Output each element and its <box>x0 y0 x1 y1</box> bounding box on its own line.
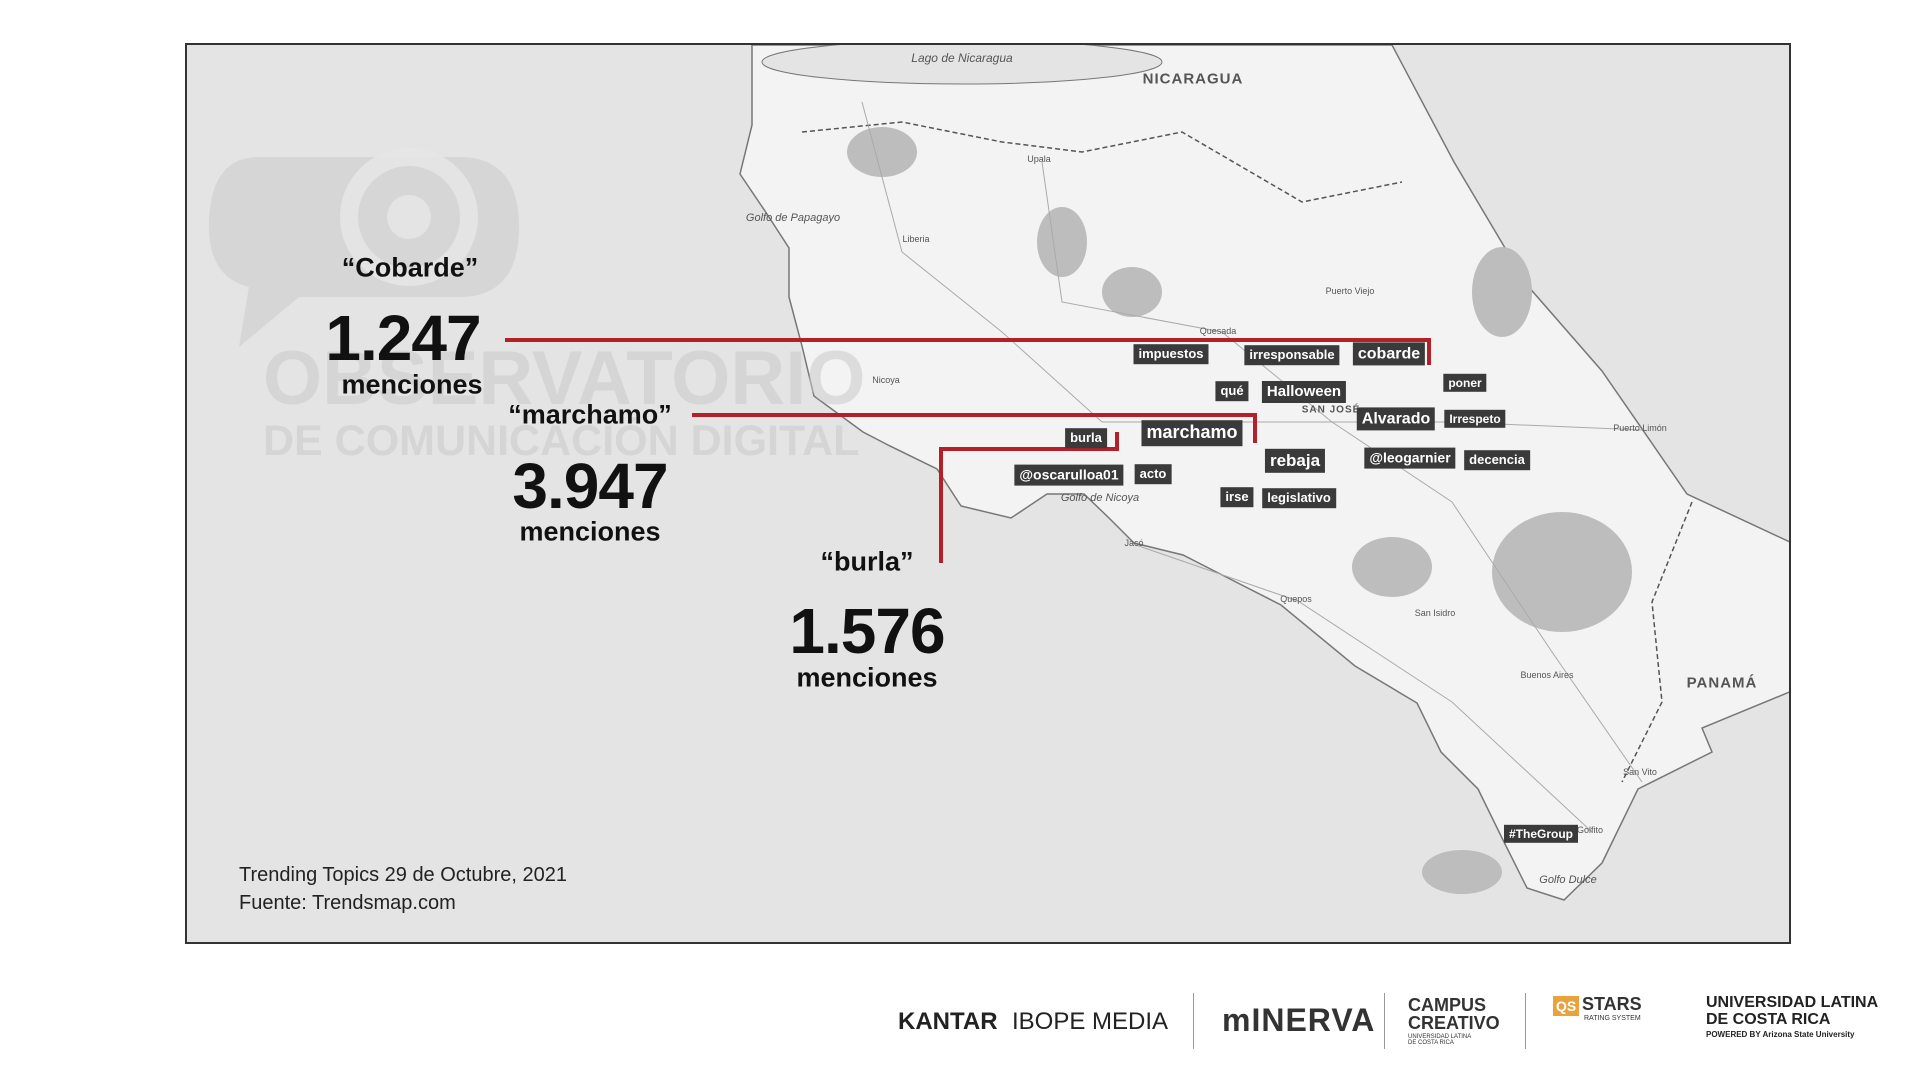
map-label: Golfo de Papagayo <box>745 212 841 224</box>
map-label: Lago de Nicaragua <box>911 51 1013 65</box>
map-label: Puerto Limón <box>1613 423 1667 433</box>
trending-tag: @leogarnier <box>1364 447 1456 469</box>
border <box>1621 501 1693 783</box>
map-label: Liberia <box>902 234 930 244</box>
logo-stars-sub: RATING SYSTEM <box>1584 1015 1641 1022</box>
map-label: NICARAGUA <box>1142 70 1244 88</box>
map-label: Nicoya <box>872 375 900 385</box>
map-label: PANAMÁ <box>1686 674 1758 692</box>
trending-tag: decencia <box>1464 450 1530 470</box>
road <box>1041 161 1333 423</box>
callout-count: 1.576 <box>789 595 945 667</box>
trending-tag: @oscarulloa01 <box>1014 464 1124 486</box>
park <box>1422 850 1502 894</box>
park <box>1472 247 1532 337</box>
map-label: Jacó <box>1124 538 1144 548</box>
caption-date: Trending Topics 29 de Octubre, 2021 <box>239 864 567 886</box>
divider <box>1384 993 1385 1049</box>
trending-tag: acto <box>1134 464 1172 484</box>
park <box>847 127 917 177</box>
logo-ulatina2: DE COSTA RICA <box>1706 1011 1831 1028</box>
trending-tag: rebaja <box>1264 448 1326 474</box>
map-label: Quepos <box>1280 594 1312 604</box>
map-label: Puerto Viejo <box>1325 286 1375 296</box>
trending-tag: Alvarado <box>1356 407 1436 431</box>
divider <box>1193 993 1194 1049</box>
logo-ulatina: UNIVERSIDAD LATINA <box>1706 994 1879 1011</box>
eye <box>387 195 431 239</box>
map-label: San Vito <box>1623 767 1657 777</box>
trending-tag: poner <box>1443 373 1487 393</box>
caption-source: Fuente: Trendsmap.com <box>239 892 456 914</box>
trending-tag: burla <box>1065 428 1107 448</box>
eye <box>340 148 478 286</box>
trending-tag: irse <box>1220 487 1254 507</box>
map <box>739 45 1789 901</box>
map-label: Quesada <box>1199 326 1237 336</box>
trending-tag: Halloween <box>1261 381 1347 403</box>
trending-tag: qué <box>1215 381 1249 401</box>
road <box>1135 544 1593 833</box>
logo-minerva: mINERVA <box>1222 1002 1376 1038</box>
park <box>1102 267 1162 317</box>
park <box>1352 537 1432 597</box>
trending-tag: irresponsable <box>1244 345 1340 365</box>
map-frame: OBSERVATORIO DE COMUNICACIÓN DIGITAL Lago … <box>185 43 1791 944</box>
callout-term: “marchamo” <box>508 399 672 430</box>
map-label: SAN JOSÉ <box>1301 404 1361 416</box>
callout-unit: menciones <box>796 662 938 693</box>
map-label: Buenos Aires <box>1520 670 1574 680</box>
trending-tag: legislativo <box>1262 488 1336 508</box>
map-label: Golfito <box>1576 825 1604 835</box>
map-label: Golfo de Nicoya <box>1060 492 1140 504</box>
parks <box>847 127 1632 894</box>
logo-asu: POWERED BY Arizona State University <box>1706 1030 1855 1039</box>
park <box>1492 512 1632 632</box>
callout-term: “Cobarde” <box>341 252 479 283</box>
map-label: San Isidro <box>1414 608 1456 618</box>
lake <box>761 45 1163 85</box>
logo-qs: QS <box>1553 996 1580 1016</box>
logo-campus-sub: UNIVERSIDAD LATINA DE COSTA RICA <box>1408 1034 1471 1046</box>
watermark-logo <box>209 148 519 347</box>
logo-stars: STARS <box>1582 994 1642 1014</box>
map-label: Golfo Dulce <box>1539 874 1597 886</box>
park <box>1037 207 1087 277</box>
trending-tag: cobarde <box>1352 342 1426 366</box>
border <box>801 121 1403 203</box>
callout-unit: menciones <box>519 516 661 547</box>
callout-count: 1.247 <box>325 302 481 374</box>
callout-unit: menciones <box>341 369 483 400</box>
callout-term: “burla” <box>820 546 914 577</box>
logo-ibope: IBOPE MEDIA <box>1012 1008 1169 1035</box>
divider <box>1525 993 1526 1049</box>
trending-tag: impuestos <box>1133 344 1209 364</box>
map-label: Upala <box>1027 154 1051 164</box>
callout-count: 3.947 <box>512 450 668 522</box>
trending-tag: marchamo <box>1141 420 1243 446</box>
trending-tag: #TheGroup <box>1503 824 1579 844</box>
trending-tag: Irrespeto <box>1444 409 1506 429</box>
logo-kantar: KANTAR <box>898 1008 998 1035</box>
logo-campus: CAMPUS CREATIVO <box>1408 995 1500 1033</box>
